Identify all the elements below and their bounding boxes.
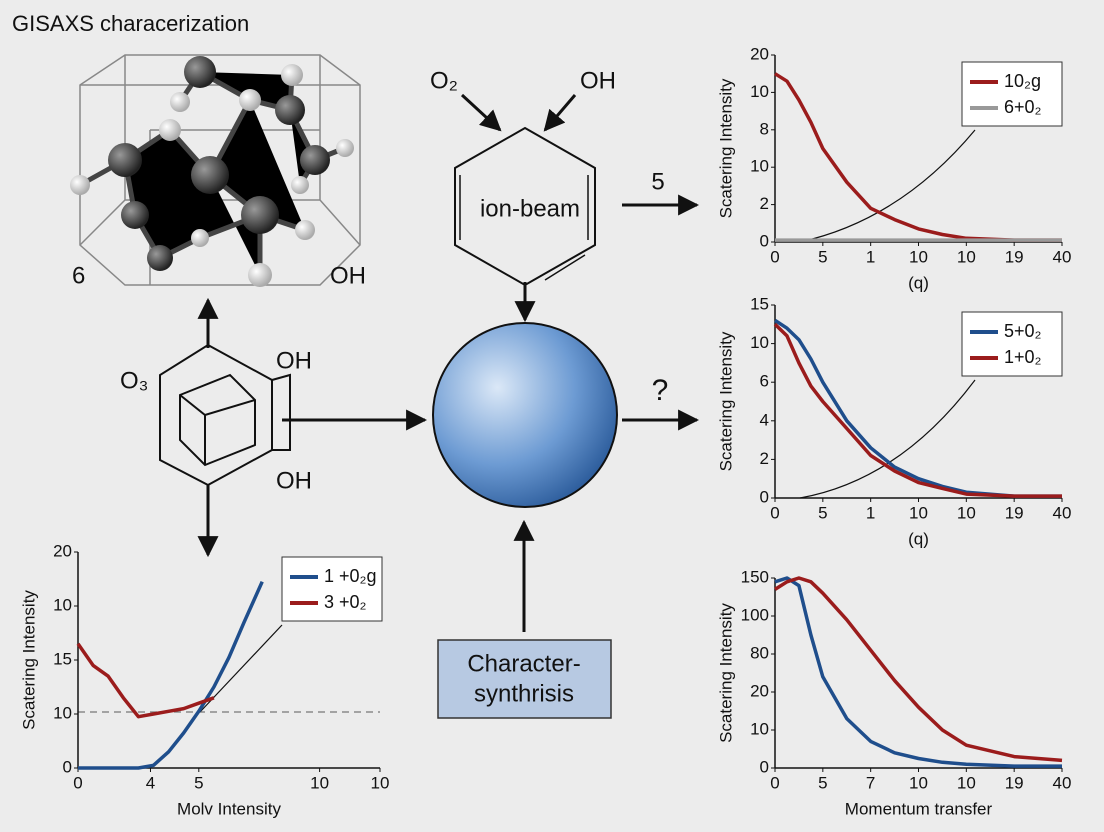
arrows <box>197 93 700 632</box>
x-tick-label: 0 <box>73 773 82 792</box>
legend-label: 3 +0₂ <box>324 592 367 612</box>
y-tick-label: 8 <box>760 119 769 138</box>
y-tick-label: 0 <box>760 487 769 506</box>
x-tick-label: 10 <box>310 773 329 792</box>
y-tick-label: 20 <box>53 541 72 560</box>
x-axis-label: Molv Intensity <box>177 799 281 818</box>
title: GISAXS characerization <box>12 11 249 36</box>
legend-label: 1+0₂ <box>1004 347 1042 367</box>
y-tick-label: 20 <box>750 44 769 63</box>
y-tick-label: 150 <box>741 567 769 586</box>
y-tick-label: 20 <box>750 681 769 700</box>
x-axis-label: (q) <box>908 529 929 548</box>
x-tick-label: 5 <box>818 773 827 792</box>
series-line <box>78 580 264 770</box>
cube-label: O₃ <box>120 367 148 394</box>
y-axis-label: Scatering Intensity <box>716 78 735 218</box>
y-tick-label: 2 <box>760 449 769 468</box>
y-tick-label: 10 <box>750 719 769 738</box>
legend-label: 10₂g <box>1004 71 1041 91</box>
x-tick-label: 0 <box>770 247 779 266</box>
y-tick-label: 0 <box>760 231 769 250</box>
x-tick-label: 10 <box>957 247 976 266</box>
legend-label: 1 +0₂g <box>324 566 377 586</box>
x-tick-label: 19 <box>1005 773 1024 792</box>
y-tick-label: 100 <box>741 605 769 624</box>
x-tick-label: 1 <box>866 247 875 266</box>
series-line <box>76 642 215 719</box>
x-tick-label: 10 <box>957 503 976 522</box>
molecule-label: 6 <box>72 262 85 289</box>
y-tick-label: 0 <box>63 757 72 776</box>
x-tick-label: 19 <box>1005 247 1024 266</box>
y-axis-label: Scatering Intensity <box>716 603 735 743</box>
x-tick-label: 0 <box>770 503 779 522</box>
x-tick-label: 5 <box>818 503 827 522</box>
y-tick-label: 10 <box>750 157 769 176</box>
series-line <box>774 576 1062 768</box>
x-tick-label: 10 <box>371 773 390 792</box>
legend <box>961 311 1063 377</box>
x-tick-label: 19 <box>1005 503 1024 522</box>
molecule-label: OH <box>330 262 366 289</box>
y-tick-label: 15 <box>750 294 769 313</box>
x-tick-label: 5 <box>194 773 203 792</box>
x-tick-label: 5 <box>818 247 827 266</box>
hexagon-detail <box>459 175 589 281</box>
x-tick-label: 40 <box>1053 247 1072 266</box>
y-tick-label: 0 <box>760 757 769 776</box>
arrow-label: 5 <box>651 168 664 195</box>
x-tick-label: 4 <box>146 773 155 792</box>
series-line <box>774 576 1063 763</box>
cube-label: OH <box>276 347 312 374</box>
y-tick-label: 10 <box>53 703 72 722</box>
y-tick-label: 2 <box>760 194 769 213</box>
legend-label: 5+0₂ <box>1004 321 1042 341</box>
molecule-atoms <box>70 56 354 287</box>
series-line <box>774 318 1062 498</box>
x-tick-label: 0 <box>770 773 779 792</box>
x-axis-label: (q) <box>908 273 929 292</box>
legend <box>961 61 1063 127</box>
x-tick-label: 10 <box>957 773 976 792</box>
y-tick-label: 15 <box>53 649 72 668</box>
nanoparticle <box>432 322 618 508</box>
series-line <box>774 72 1062 242</box>
top-label: O₂ <box>430 67 458 94</box>
x-tick-label: 10 <box>909 503 928 522</box>
legend-label: 6+0₂ <box>1004 97 1042 117</box>
y-tick-label: 6 <box>760 372 769 391</box>
box-label: synthrisis <box>474 680 574 707</box>
x-tick-label: 7 <box>866 773 875 792</box>
box-label: Character- <box>467 650 580 677</box>
guide-curve <box>799 129 976 243</box>
hexagon-label: ion-beam <box>480 195 580 222</box>
top-label: OH <box>580 67 616 94</box>
x-axis-label: Momentum transfer <box>845 799 993 818</box>
x-tick-label: 40 <box>1053 503 1072 522</box>
y-tick-label: 10 <box>750 82 769 101</box>
y-tick-label: 10 <box>750 333 769 352</box>
arrow-label: ? <box>652 374 669 407</box>
guide-curve <box>799 379 976 499</box>
y-axis-label: Scatering Intensity <box>19 590 38 730</box>
x-tick-label: 40 <box>1053 773 1072 792</box>
y-tick-label: 4 <box>760 410 769 429</box>
cube-label: OH <box>276 467 312 494</box>
process-box <box>437 639 612 719</box>
y-axis-label: Scatering Intensity <box>716 331 735 471</box>
y-tick-label: 80 <box>750 643 769 662</box>
x-tick-label: 10 <box>909 247 928 266</box>
x-tick-label: 10 <box>909 773 928 792</box>
legend <box>281 556 383 622</box>
x-tick-label: 1 <box>866 503 875 522</box>
y-tick-label: 10 <box>53 595 72 614</box>
series-line <box>773 323 1062 498</box>
